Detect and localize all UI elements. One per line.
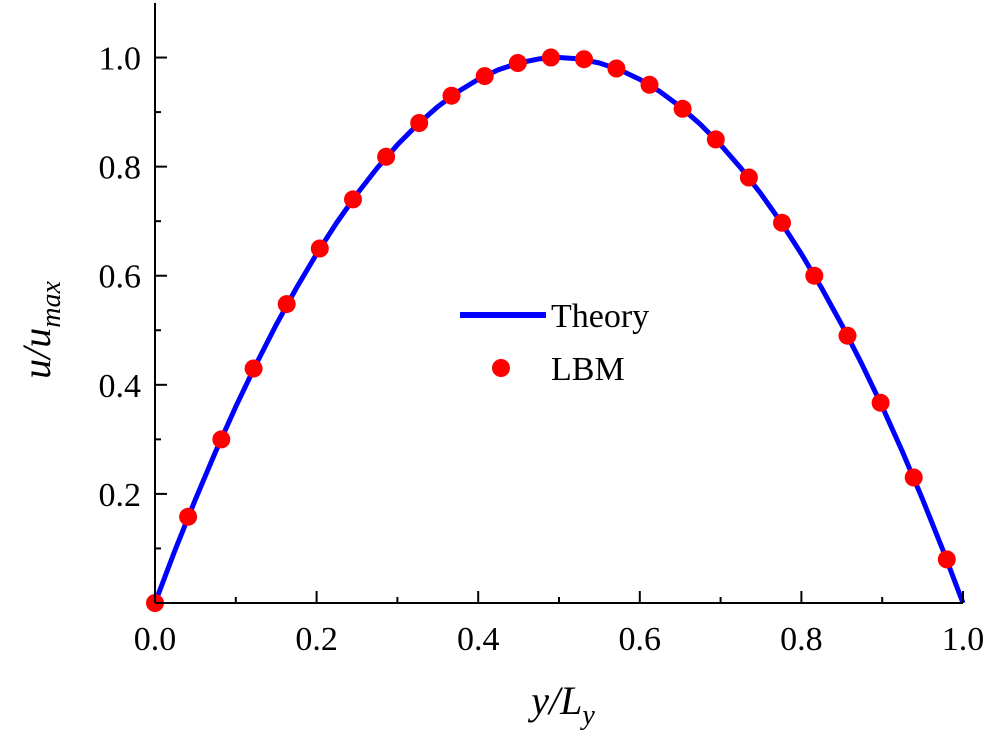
- lbm-point: [673, 99, 692, 118]
- lbm-point: [937, 550, 956, 569]
- lbm-point: [475, 67, 494, 86]
- lbm-point: [871, 393, 890, 412]
- x-tick-label: 0.0: [134, 621, 177, 658]
- tick-labels: 0.0 0.2 0.4 0.6 0.8 1.0 0.2 0.4 0.6 0.8 1.0: [99, 41, 985, 658]
- lbm-point: [607, 59, 626, 78]
- lbm-point: [244, 359, 263, 378]
- y-axis-title: u/umax: [14, 281, 67, 379]
- y-tick-label: 0.2: [99, 477, 142, 514]
- y-tick-label: 1.0: [99, 41, 142, 78]
- lbm-point: [805, 266, 824, 285]
- lbm-point: [310, 239, 329, 258]
- lbm-point: [904, 468, 923, 487]
- lbm-point: [344, 190, 362, 209]
- lbm-point: [838, 326, 857, 345]
- legend-lbm-marker: [492, 359, 510, 377]
- lbm-point: [541, 48, 560, 67]
- legend-lbm-label: LBM: [551, 351, 625, 388]
- axes: [154, 3, 964, 604]
- x-tick-label: 0.4: [457, 621, 500, 658]
- lbm-point: [277, 295, 296, 314]
- lbm-series: [146, 48, 956, 612]
- lbm-point: [739, 168, 758, 187]
- y-tick-label: 0.8: [99, 150, 142, 187]
- lbm-point: [508, 54, 527, 72]
- legend-theory-label: Theory: [551, 298, 649, 335]
- lbm-point: [410, 114, 429, 132]
- lbm-point: [640, 75, 659, 94]
- x-tick-label: 1.0: [942, 621, 985, 658]
- lbm-point: [706, 130, 725, 149]
- x-tick-label: 0.2: [295, 621, 338, 658]
- lbm-point: [773, 213, 791, 232]
- y-tick-label: 0.4: [99, 368, 142, 405]
- y-tick-label: 0.6: [99, 259, 142, 296]
- legend: Theory LBM: [460, 298, 649, 388]
- lbm-point: [179, 507, 198, 526]
- lbm-point: [212, 430, 231, 449]
- lbm-point: [377, 147, 396, 166]
- x-tick-label: 0.8: [780, 621, 823, 658]
- x-axis-title: y/Ly: [527, 678, 595, 731]
- lbm-point: [575, 50, 593, 69]
- x-tick-label: 0.6: [619, 621, 662, 658]
- lbm-point: [442, 86, 461, 105]
